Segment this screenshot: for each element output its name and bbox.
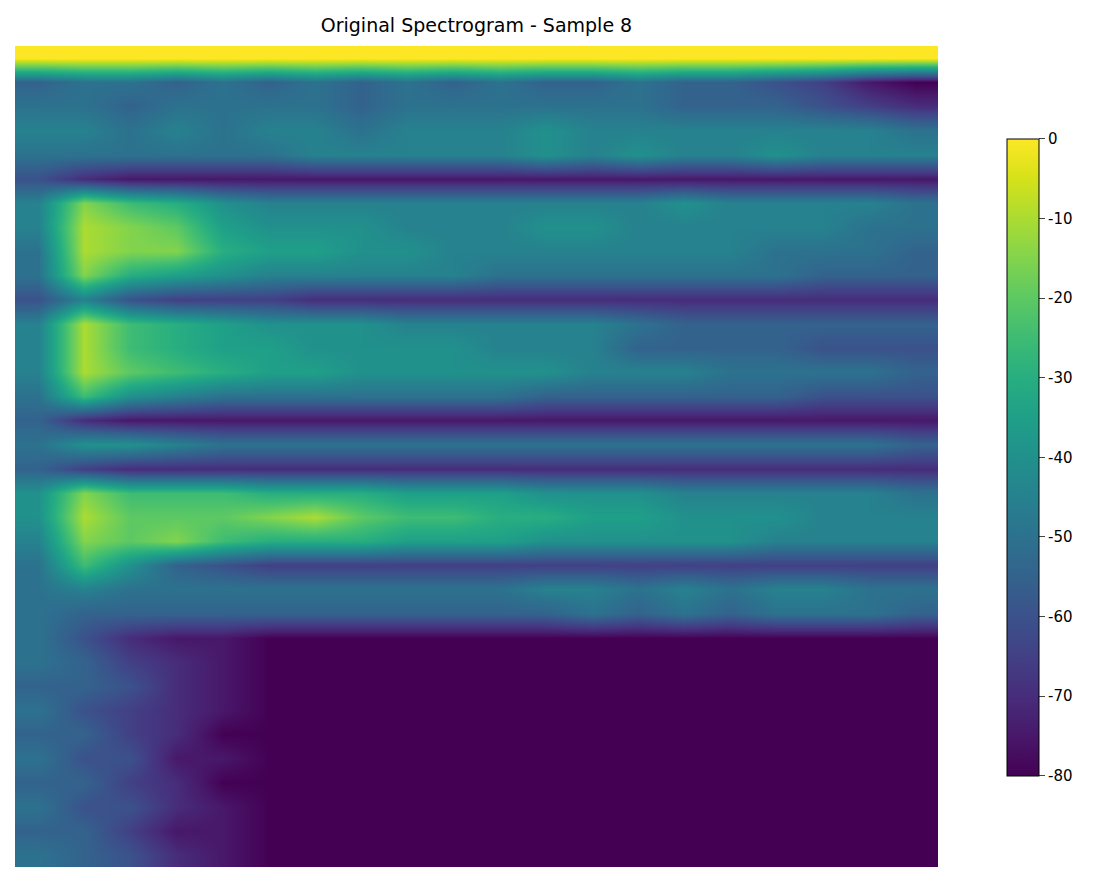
svg-text:-40: -40 [1048, 449, 1073, 467]
svg-text:-10: -10 [1048, 210, 1073, 228]
svg-text:-20: -20 [1048, 289, 1073, 307]
svg-text:-80: -80 [1048, 767, 1073, 785]
svg-text:-50: -50 [1048, 528, 1073, 546]
svg-text:0: 0 [1048, 130, 1058, 148]
svg-text:-30: -30 [1048, 369, 1073, 387]
svg-text:Original Spectrogram - Sample: Original Spectrogram - Sample 8 [321, 14, 632, 36]
svg-text:-60: -60 [1048, 608, 1073, 626]
svg-text:-70: -70 [1048, 687, 1073, 705]
